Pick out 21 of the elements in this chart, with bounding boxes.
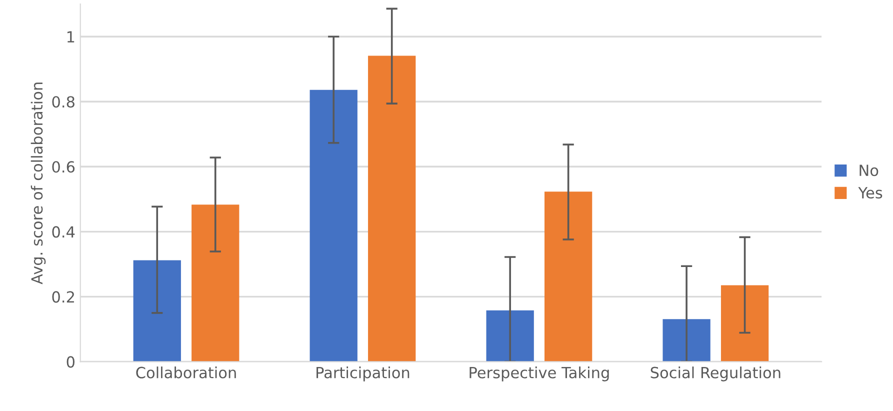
bar — [192, 204, 240, 362]
bar — [133, 260, 181, 362]
legend-label: Yes — [858, 187, 882, 199]
bar — [544, 192, 592, 362]
x-tick-label: Social Regulation — [650, 366, 780, 382]
bar — [662, 319, 710, 362]
y-tick-label: 1 — [67, 31, 74, 42]
bar — [486, 310, 534, 362]
bar — [310, 90, 358, 362]
y-axis-title: Avg. score of collaboration — [30, 82, 46, 284]
y-tick-label: 0.4 — [52, 226, 75, 238]
y-tick-label: 0.8 — [52, 96, 74, 108]
y-tick-label: 0.2 — [52, 291, 74, 303]
x-tick-label: Participation — [316, 366, 410, 382]
x-tick-label: Perspective Taking — [470, 366, 609, 382]
y-tick-label: 0.6 — [52, 161, 75, 173]
legend-label: No — [860, 164, 878, 176]
bar — [368, 56, 416, 362]
bar — [720, 285, 769, 362]
x-tick-label: Collaboration — [136, 366, 236, 378]
y-tick-label: 0 — [66, 356, 74, 368]
